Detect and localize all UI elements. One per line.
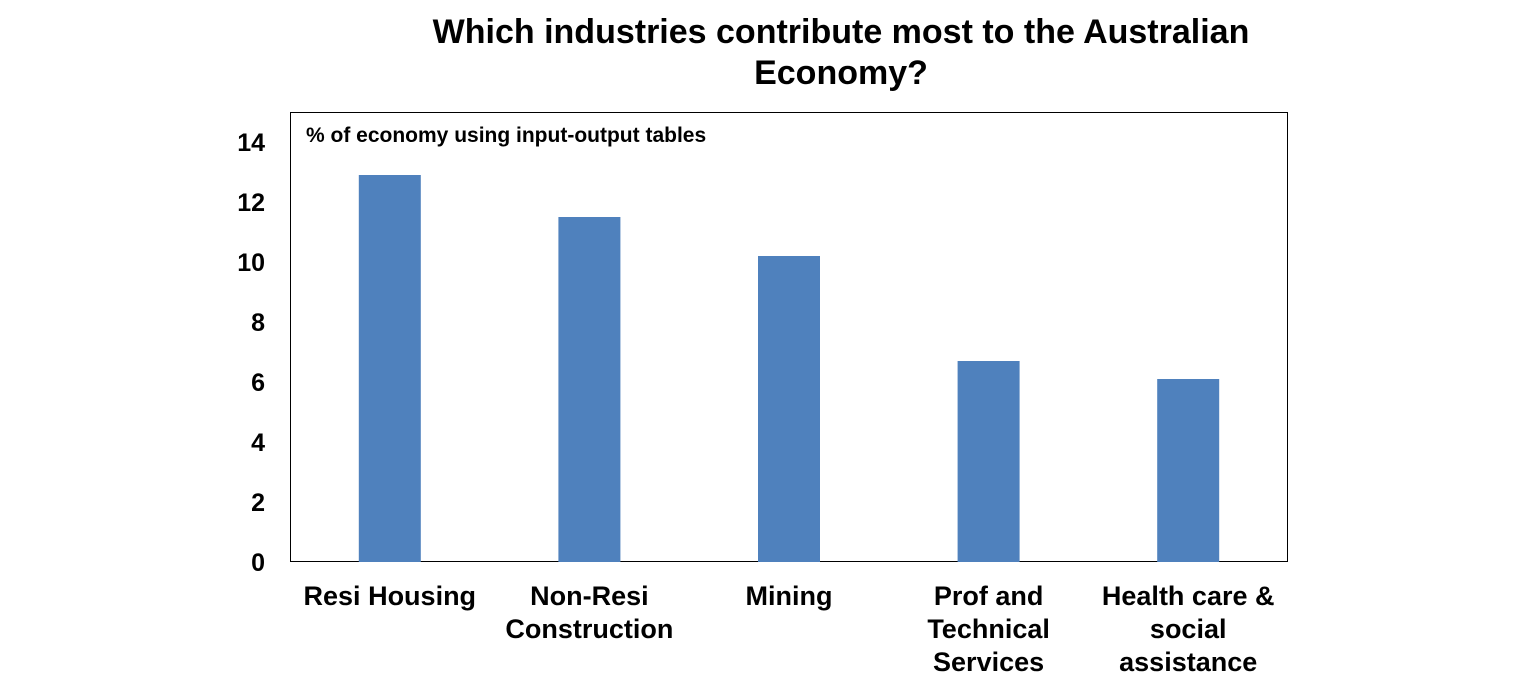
- y-tick-label: 4: [251, 429, 265, 457]
- y-tick-label: 12: [237, 189, 265, 217]
- bar-4: [957, 361, 1020, 562]
- chart-title-line-2: Economy?: [754, 54, 928, 92]
- y-tick-label: 8: [251, 309, 265, 337]
- plot-area: % of economy using input-output tables: [290, 112, 1288, 562]
- chart-annotation: % of economy using input-output tables: [306, 124, 706, 147]
- bar-2: [558, 217, 621, 562]
- x-category-label: Resi Housing: [304, 581, 477, 611]
- chart-title-line-1: Which industries contribute most to the …: [433, 13, 1250, 51]
- x-category-label: Mining: [746, 581, 833, 611]
- x-category-label: Health care & social assistance: [1102, 581, 1275, 677]
- y-axis: 0 2 4 6 8 10 12 14: [237, 129, 265, 577]
- x-axis: Resi Housing Non-Resi Construction Mining Pr…: [304, 581, 1275, 677]
- bar-1: [358, 175, 421, 562]
- y-tick-label: 0: [251, 549, 265, 577]
- y-tick-label: 10: [237, 249, 265, 277]
- bar-5: [1157, 379, 1220, 562]
- x-category-label: Prof and Technical Services: [927, 581, 1050, 677]
- y-tick-label: 14: [237, 129, 265, 157]
- bar-3: [758, 256, 820, 562]
- bars: [358, 175, 1220, 562]
- y-tick-label: 6: [251, 369, 265, 397]
- y-tick-label: 2: [251, 489, 265, 517]
- x-category-label: Non-Resi Construction: [505, 581, 673, 644]
